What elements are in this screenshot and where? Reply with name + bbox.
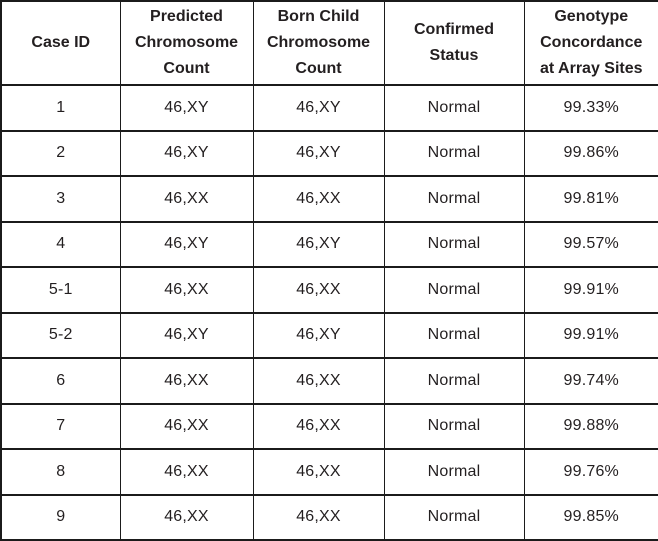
table-cell-born_child_chromosome_count: 46,XY — [252, 311, 385, 359]
table-cell-genotype_concordance_at_array_sites: 99.81% — [523, 175, 658, 223]
table-cell-confirmed_status: Normal — [383, 84, 525, 132]
table-cell-predicted_chromosome_count: 46,XY — [119, 129, 254, 177]
table-row: 1 46,XY 46,XY Normal 99.33% — [0, 84, 658, 132]
table-cell-predicted_chromosome_count: 46,XX — [119, 448, 254, 496]
table-cell-genotype_concordance_at_array_sites: 99.91% — [523, 311, 658, 359]
table-cell-genotype_concordance_at_array_sites: 99.85% — [523, 493, 658, 541]
table-cell-genotype_concordance_at_array_sites: 99.57% — [523, 220, 658, 268]
table-cell-case_id: 7 — [0, 402, 121, 450]
table-cell-born_child_chromosome_count: 46,XY — [252, 129, 385, 177]
table-cell-born_child_chromosome_count: 46,XY — [252, 84, 385, 132]
table-cell-predicted_chromosome_count: 46,XX — [119, 266, 254, 314]
col-header-case-id: Case ID — [0, 0, 121, 86]
table-row: 5-1 46,XX 46,XX Normal 99.91% — [0, 266, 658, 314]
table-cell-born_child_chromosome_count: 46,XX — [252, 175, 385, 223]
col-header-born-child-chromosome-count: Born Child Chromosome Count — [252, 0, 385, 86]
table-row: 3 46,XX 46,XX Normal 99.81% — [0, 175, 658, 223]
table-row: 7 46,XX 46,XX Normal 99.88% — [0, 402, 658, 450]
table-cell-born_child_chromosome_count: 46,XX — [252, 402, 385, 450]
table-cell-confirmed_status: Normal — [383, 220, 525, 268]
table-cell-genotype_concordance_at_array_sites: 99.91% — [523, 266, 658, 314]
col-header-genotype-concordance: Genotype Concordance at Array Sites — [523, 0, 658, 86]
table-cell-confirmed_status: Normal — [383, 129, 525, 177]
table-cell-case_id: 9 — [0, 493, 121, 541]
table-cell-predicted_chromosome_count: 46,XX — [119, 175, 254, 223]
table-cell-predicted_chromosome_count: 46,XX — [119, 357, 254, 405]
table-cell-born_child_chromosome_count: 46,XX — [252, 493, 385, 541]
col-header-predicted-chromosome-count: Predicted Chromosome Count — [119, 0, 254, 86]
table-cell-predicted_chromosome_count: 46,XY — [119, 220, 254, 268]
table-cell-confirmed_status: Normal — [383, 357, 525, 405]
table-cell-confirmed_status: Normal — [383, 402, 525, 450]
table-cell-born_child_chromosome_count: 46,XY — [252, 220, 385, 268]
table-cell-predicted_chromosome_count: 46,XX — [119, 402, 254, 450]
table-cell-born_child_chromosome_count: 46,XX — [252, 266, 385, 314]
table-cell-case_id: 8 — [0, 448, 121, 496]
table-cell-case_id: 1 — [0, 84, 121, 132]
table-cell-genotype_concordance_at_array_sites: 99.74% — [523, 357, 658, 405]
table-cell-confirmed_status: Normal — [383, 311, 525, 359]
table-cell-case_id: 5-2 — [0, 311, 121, 359]
table-cell-case_id: 6 — [0, 357, 121, 405]
table-cell-case_id: 2 — [0, 129, 121, 177]
table-cell-born_child_chromosome_count: 46,XX — [252, 357, 385, 405]
table-cell-predicted_chromosome_count: 46,XX — [119, 493, 254, 541]
table-cell-genotype_concordance_at_array_sites: 99.88% — [523, 402, 658, 450]
table-row: 8 46,XX 46,XX Normal 99.76% — [0, 448, 658, 496]
table-cell-case_id: 3 — [0, 175, 121, 223]
table-cell-confirmed_status: Normal — [383, 493, 525, 541]
table-cell-genotype_concordance_at_array_sites: 99.76% — [523, 448, 658, 496]
table-cell-born_child_chromosome_count: 46,XX — [252, 448, 385, 496]
col-header-confirmed-status: Confirmed Status — [383, 0, 525, 86]
table-row: 5-2 46,XY 46,XY Normal 99.91% — [0, 311, 658, 359]
table-cell-genotype_concordance_at_array_sites: 99.86% — [523, 129, 658, 177]
table-row: 4 46,XY 46,XY Normal 99.57% — [0, 220, 658, 268]
table-cell-confirmed_status: Normal — [383, 266, 525, 314]
table-row: 6 46,XX 46,XX Normal 99.74% — [0, 357, 658, 405]
table-cell-case_id: 4 — [0, 220, 121, 268]
table-cell-confirmed_status: Normal — [383, 448, 525, 496]
table-cell-case_id: 5-1 — [0, 266, 121, 314]
table-cell-predicted_chromosome_count: 46,XY — [119, 84, 254, 132]
table-cell-genotype_concordance_at_array_sites: 99.33% — [523, 84, 658, 132]
table-cell-predicted_chromosome_count: 46,XY — [119, 311, 254, 359]
table-cell-confirmed_status: Normal — [383, 175, 525, 223]
table-row: 2 46,XY 46,XY Normal 99.86% — [0, 129, 658, 177]
table-row: 9 46,XX 46,XX Normal 99.85% — [0, 493, 658, 541]
header-row: Case ID Predicted Chromosome Count Born … — [0, 0, 658, 86]
